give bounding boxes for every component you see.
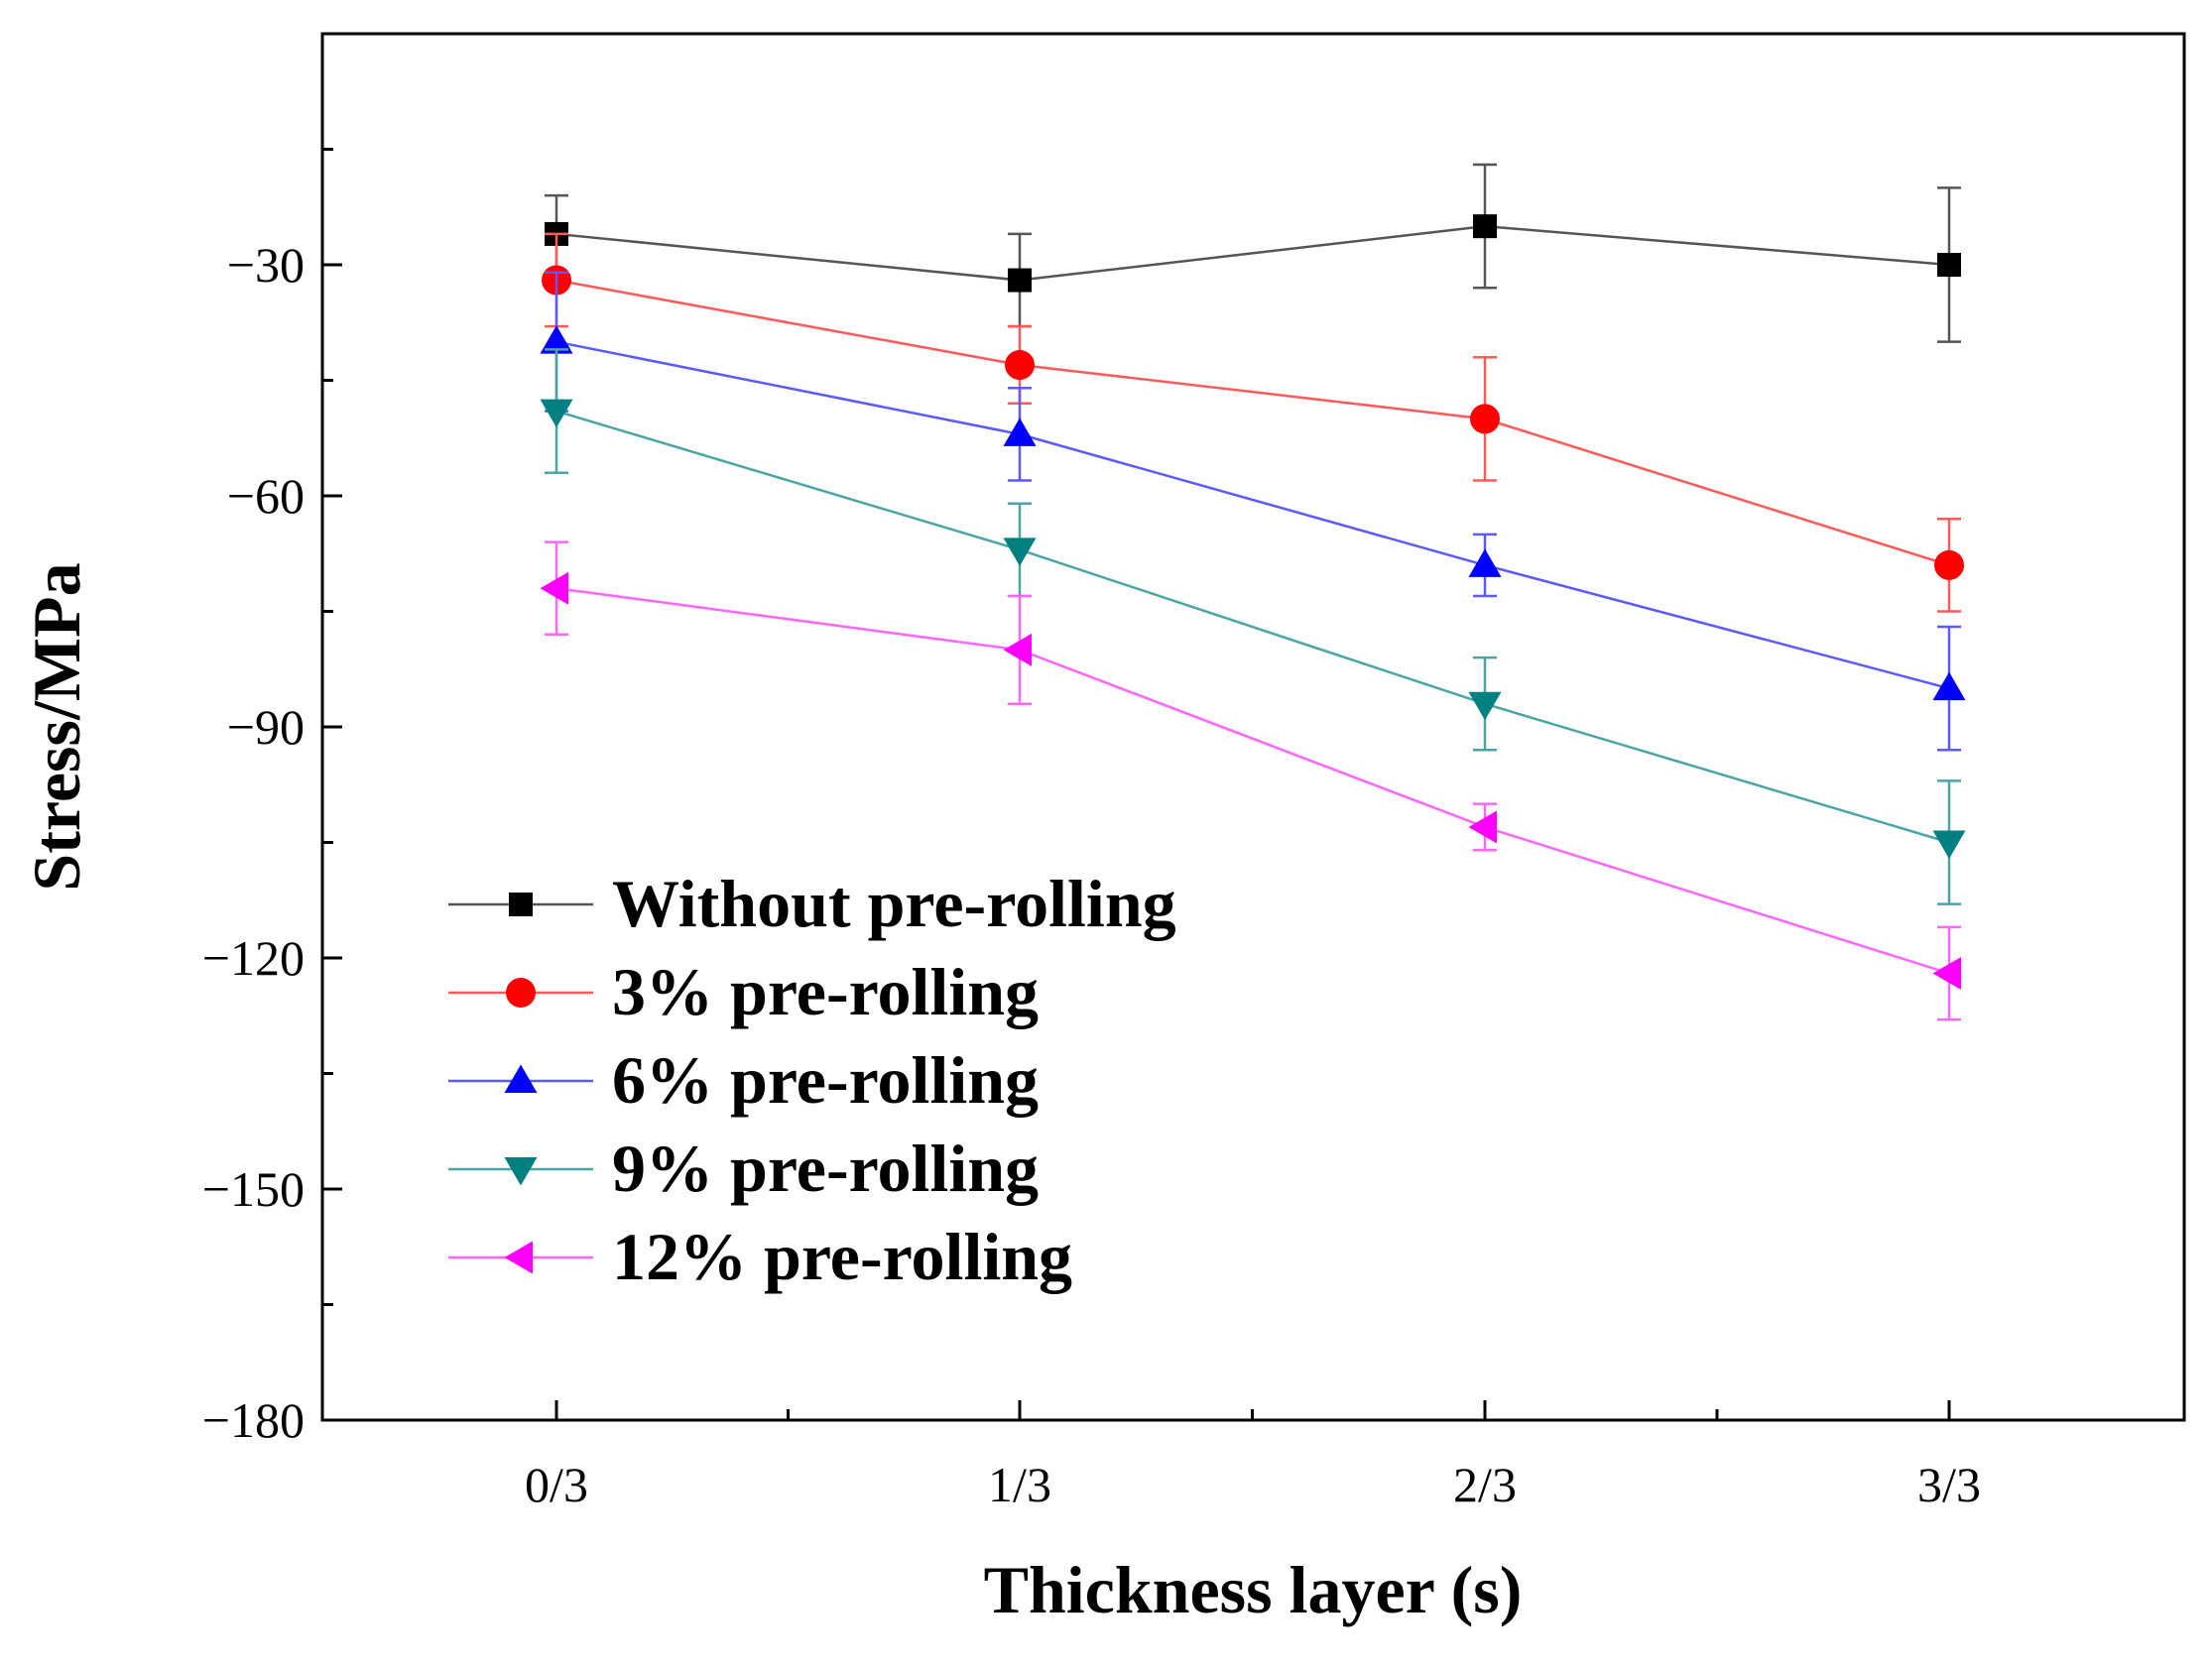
- legend-marker: [504, 1064, 538, 1093]
- legend-marker: [509, 893, 533, 916]
- legend-item-1: 3% pre-rolling: [448, 954, 1039, 1029]
- data-point: [540, 399, 573, 428]
- data-point: [1473, 214, 1497, 239]
- x-tick-label: 3/3: [1917, 1457, 1981, 1512]
- y-tick-label: −90: [227, 699, 305, 755]
- data-point: [1008, 268, 1032, 293]
- legend-label: Without pre-rolling: [612, 866, 1176, 941]
- y-tick-label: −180: [202, 1392, 305, 1448]
- series-layer: [540, 163, 1966, 1021]
- legend-label: 12% pre-rolling: [612, 1219, 1072, 1294]
- legend: Without pre-rolling 3% pre-rolling 6% pre-…: [448, 866, 1176, 1294]
- data-point: [1003, 633, 1032, 666]
- axis-ticks: −30 −60 −90 −120 −150 −180 0/3 1/3 2/3 3/3: [202, 32, 1981, 1512]
- series-line: [555, 410, 1950, 844]
- legend-item-4: 12% pre-rolling: [448, 1219, 1072, 1294]
- y-axis-title: Stress/MPa: [19, 562, 94, 891]
- legend-item-3: 9% pre-rolling: [448, 1131, 1039, 1206]
- data-point: [1003, 418, 1037, 446]
- series-4: [540, 540, 1961, 1021]
- legend-marker: [504, 1157, 538, 1186]
- data-point: [540, 325, 573, 354]
- data-point: [1470, 404, 1500, 434]
- y-tick-label: −60: [227, 468, 305, 524]
- legend-item-2: 6% pre-rolling: [448, 1042, 1039, 1118]
- data-point: [1934, 549, 1964, 580]
- legend-marker: [506, 978, 536, 1008]
- data-point: [1468, 691, 1502, 721]
- legend-marker: [504, 1241, 533, 1274]
- series-2: [540, 271, 1966, 752]
- series-line: [555, 224, 1950, 282]
- y-tick-label: −30: [227, 237, 305, 293]
- series-line: [555, 586, 1950, 975]
- plot-frame: [320, 32, 2186, 1422]
- data-point: [1932, 671, 1966, 701]
- x-tick-label: 2/3: [1453, 1457, 1517, 1512]
- x-axis-title: Thickness layer (s): [984, 1552, 1523, 1627]
- legend-label: 6% pre-rolling: [612, 1042, 1039, 1118]
- y-tick-label: −120: [202, 930, 305, 986]
- x-tick-label: 0/3: [525, 1457, 588, 1512]
- data-point: [1005, 349, 1035, 380]
- data-point: [540, 571, 568, 605]
- data-point: [1937, 253, 1961, 277]
- series-0: [545, 163, 1961, 343]
- legend-label: 3% pre-rolling: [612, 954, 1039, 1029]
- series-line: [555, 340, 1950, 690]
- legend-label: 9% pre-rolling: [612, 1131, 1039, 1206]
- data-point: [1468, 810, 1497, 844]
- x-tick-label: 1/3: [988, 1457, 1051, 1512]
- data-point: [1932, 830, 1966, 859]
- data-point: [1932, 957, 1961, 991]
- y-tick-label: −150: [202, 1161, 305, 1217]
- series-line: [555, 279, 1950, 567]
- legend-item-0: Without pre-rolling: [448, 866, 1176, 941]
- series-3: [540, 348, 1966, 905]
- data-point: [1003, 537, 1037, 566]
- series-1: [542, 232, 1964, 613]
- data-point: [1468, 548, 1502, 577]
